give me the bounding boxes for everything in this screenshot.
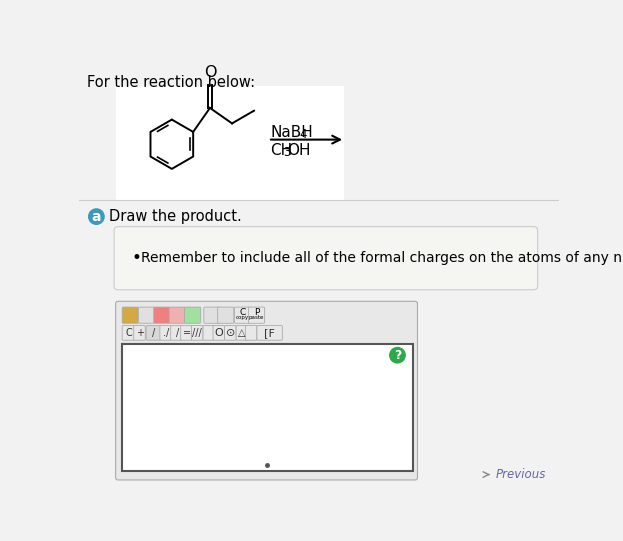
Text: 4: 4: [300, 128, 307, 141]
Circle shape: [390, 347, 405, 363]
Text: C: C: [240, 308, 246, 318]
FancyBboxPatch shape: [138, 307, 155, 324]
FancyBboxPatch shape: [236, 326, 248, 340]
Text: /: /: [176, 328, 179, 338]
FancyBboxPatch shape: [184, 307, 201, 324]
FancyBboxPatch shape: [204, 307, 220, 324]
FancyBboxPatch shape: [122, 326, 135, 340]
FancyBboxPatch shape: [169, 307, 185, 324]
FancyBboxPatch shape: [203, 326, 214, 340]
FancyBboxPatch shape: [134, 326, 145, 340]
Text: paste: paste: [249, 315, 264, 320]
Text: a: a: [92, 209, 101, 223]
Text: Previous: Previous: [495, 468, 546, 481]
Text: Remember to include all of the formal charges on the atoms of any nitro groups.: Remember to include all of the formal ch…: [141, 251, 623, 265]
FancyBboxPatch shape: [224, 326, 236, 340]
FancyBboxPatch shape: [191, 326, 203, 340]
Text: OH: OH: [287, 143, 311, 157]
FancyBboxPatch shape: [122, 307, 138, 324]
FancyBboxPatch shape: [154, 307, 170, 324]
Text: CH: CH: [270, 143, 293, 157]
Text: +: +: [136, 328, 145, 338]
FancyBboxPatch shape: [116, 301, 417, 480]
FancyBboxPatch shape: [171, 326, 182, 340]
Text: [F: [F: [264, 328, 275, 338]
Text: ///: ///: [193, 328, 202, 338]
Text: ?: ?: [394, 349, 401, 362]
FancyBboxPatch shape: [235, 307, 250, 324]
FancyBboxPatch shape: [146, 326, 161, 340]
Text: =: =: [183, 328, 191, 338]
Text: copy: copy: [236, 315, 249, 320]
FancyBboxPatch shape: [181, 326, 193, 340]
Text: 3: 3: [283, 146, 290, 159]
Text: O: O: [204, 65, 216, 80]
FancyBboxPatch shape: [114, 227, 538, 290]
Text: NaBH: NaBH: [270, 125, 313, 140]
FancyBboxPatch shape: [160, 326, 171, 340]
Text: O: O: [214, 328, 223, 338]
FancyBboxPatch shape: [117, 85, 343, 200]
Text: △: △: [238, 328, 245, 338]
Text: Draw the product.: Draw the product.: [108, 209, 242, 224]
FancyBboxPatch shape: [121, 344, 413, 471]
FancyBboxPatch shape: [213, 326, 224, 340]
Text: C: C: [125, 328, 132, 338]
FancyBboxPatch shape: [257, 326, 282, 340]
Text: /: /: [153, 328, 156, 338]
FancyBboxPatch shape: [217, 307, 234, 324]
Text: ./: ./: [163, 328, 169, 338]
Text: P: P: [254, 308, 259, 318]
Text: For the reaction below:: For the reaction below:: [87, 75, 255, 90]
Text: ⊙: ⊙: [226, 328, 236, 338]
FancyBboxPatch shape: [245, 326, 257, 340]
FancyBboxPatch shape: [249, 307, 265, 324]
Text: •: •: [132, 249, 141, 267]
Circle shape: [88, 209, 104, 225]
